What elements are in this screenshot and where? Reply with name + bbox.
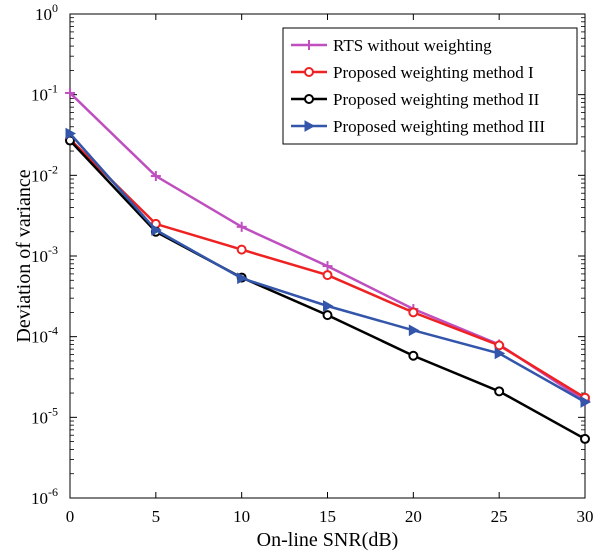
marker-circle [494,340,505,351]
y-tick-label: 10-2 [31,162,58,185]
marker-circle [304,67,314,77]
legend-label: Proposed weighting method III [333,117,545,136]
axis-ticks: 0 5 10 15 20 25 30 10-6 10-5 10-4 10-3 10-2 10-1 100 [31,1,594,526]
marker-triangle-right [580,396,592,408]
legend-label: Proposed weighting method II [333,90,540,109]
marker-circle [494,386,505,397]
legend-item: Proposed weighting method I [291,63,534,82]
marker-circle [580,433,590,444]
y-tick-label: 10-3 [31,243,58,266]
marker-triangle-right [323,300,334,312]
x-tick-label: 25 [491,507,508,526]
marker-plus [65,87,75,98]
legend-label: RTS without weighting [333,36,492,55]
series-4 [65,127,592,408]
x-tick-label: 5 [152,507,161,526]
marker-circle [322,310,333,321]
marker-circle [408,307,419,318]
marker-triangle-right [65,127,77,140]
marker-circle [322,270,333,281]
marker-circle [408,350,419,361]
x-tick-label: 15 [319,507,336,526]
marker-triangle-right [304,120,316,132]
y-tick-label: 100 [35,1,58,24]
marker-plus [322,261,333,272]
x-axis-label: On-line SNR(dB) [257,529,399,551]
y-tick-label: 10-4 [31,324,58,347]
marker-circle [304,94,314,104]
x-tick-label: 20 [405,507,422,526]
y-axis-label: Deviation of variance [13,169,35,342]
y-tick-label: 10-5 [31,404,58,427]
marker-plus [236,221,247,232]
marker-triangle-right [408,324,420,337]
legend-box [282,27,578,145]
marker-triangle-right [237,272,248,285]
x-tick-label: 10 [233,507,250,526]
series-layer [65,87,592,444]
marker-circle [236,244,247,255]
marker-plus [150,171,161,182]
legend-item: RTS without weighting [291,36,492,55]
y-tick-label: 10-1 [31,82,58,105]
y-tick-label: 10-6 [31,485,58,508]
x-tick-label: 30 [577,507,594,526]
legend: RTS without weighting Proposed weighting … [282,27,578,145]
x-tick-label: 0 [66,507,75,526]
marker-triangle-right [151,224,162,236]
legend-item: Proposed weighting method III [291,117,545,136]
legend-item: Proposed weighting method II [291,90,540,109]
marker-plus [304,40,314,50]
legend-label: Proposed weighting method I [333,63,534,82]
marker-triangle-right [494,347,506,360]
